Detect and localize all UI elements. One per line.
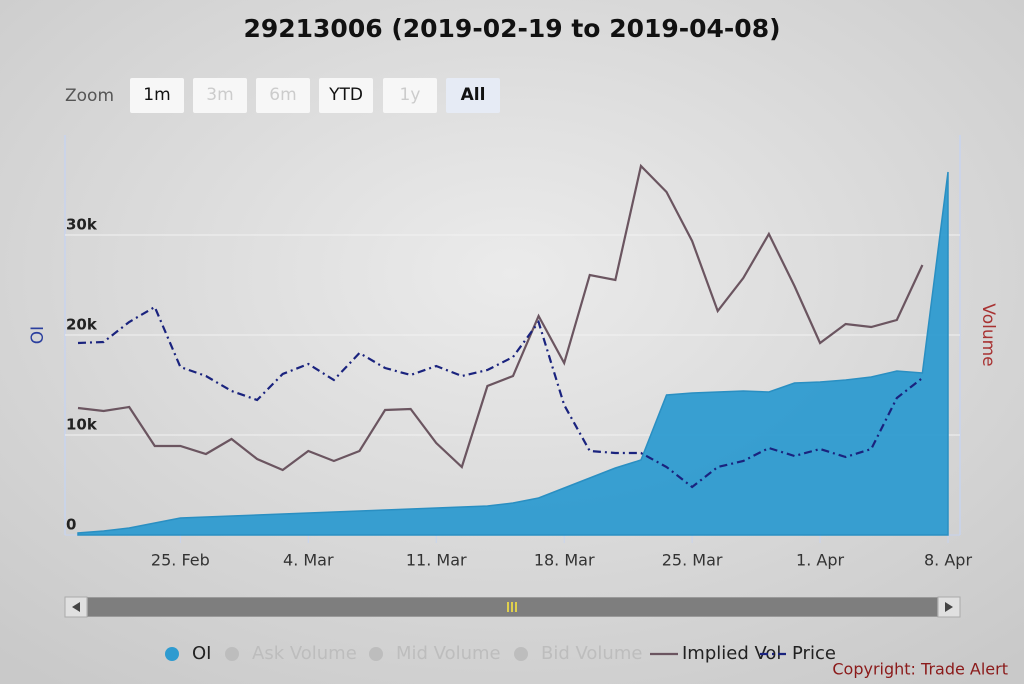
x-tick-label: 25. Mar (662, 551, 723, 570)
legend-label[interactable]: Price (792, 643, 836, 664)
zoom-button[interactable] (319, 78, 373, 113)
price-line (77, 305, 924, 489)
implied-vol-line (77, 163, 924, 472)
legend-item[interactable]: Implied Vol (650, 643, 781, 664)
legend-symbol (369, 647, 383, 661)
legend-symbol (225, 647, 239, 661)
zoom-label: Zoom (65, 86, 114, 106)
zoom-button[interactable] (446, 78, 500, 113)
y-tick-label: 20k (66, 316, 98, 334)
y2-axis-title: Volume (978, 303, 998, 366)
oi-area (77, 171, 949, 536)
x-tick-label: 11. Mar (406, 551, 467, 570)
legend-label[interactable]: Ask Volume (252, 643, 357, 664)
legend-label[interactable]: Bid Volume (541, 643, 642, 664)
zoom-button-label[interactable]: YTD (328, 85, 363, 105)
legend-label[interactable]: Mid Volume (396, 643, 501, 664)
legend-item[interactable]: Ask Volume (225, 643, 357, 664)
x-tick-label: 1. Apr (796, 551, 844, 570)
legend-symbol (514, 647, 528, 661)
y-tick-label: 30k (66, 216, 98, 234)
zoom-button-label[interactable]: 6m (269, 85, 296, 105)
y-axis-title: OI (28, 326, 48, 344)
scrollbar-grip (507, 602, 517, 612)
x-tick-label: 4. Mar (283, 551, 334, 570)
legend-item[interactable]: OI (165, 643, 211, 664)
zoom-button-label[interactable]: 3m (206, 85, 233, 105)
legend-item[interactable]: Mid Volume (369, 643, 501, 664)
zoom-button-label[interactable]: 1m (143, 85, 170, 105)
zoom-button-label[interactable]: 1y (400, 85, 421, 105)
legend-item[interactable]: Price (760, 643, 836, 664)
legend-symbol (165, 647, 179, 661)
x-tick-label: 18. Mar (534, 551, 595, 570)
zoom-button[interactable] (256, 78, 310, 113)
zoom-button[interactable] (193, 78, 247, 113)
credits: Copyright: Trade Alert (832, 660, 1008, 679)
legend-label[interactable]: Implied Vol (682, 643, 781, 664)
chart-title: 29213006 (2019-02-19 to 2019-04-08) (243, 14, 780, 43)
x-tick-label: 8. Apr (924, 551, 972, 570)
navigator-scrollbar[interactable] (64, 596, 961, 618)
y-tick-label: 10k (66, 416, 98, 434)
scrollbar-right-arrow (945, 602, 953, 612)
zoom-button-label[interactable]: All (461, 85, 486, 105)
scrollbar-left-arrow (72, 602, 80, 612)
legend-label[interactable]: OI (192, 643, 211, 664)
legend-item[interactable]: Bid Volume (514, 643, 642, 664)
y-tick-label: 0 (66, 516, 76, 534)
zoom-button[interactable] (383, 78, 437, 113)
zoom-button[interactable] (130, 78, 184, 113)
x-tick-label: 25. Feb (151, 551, 210, 570)
